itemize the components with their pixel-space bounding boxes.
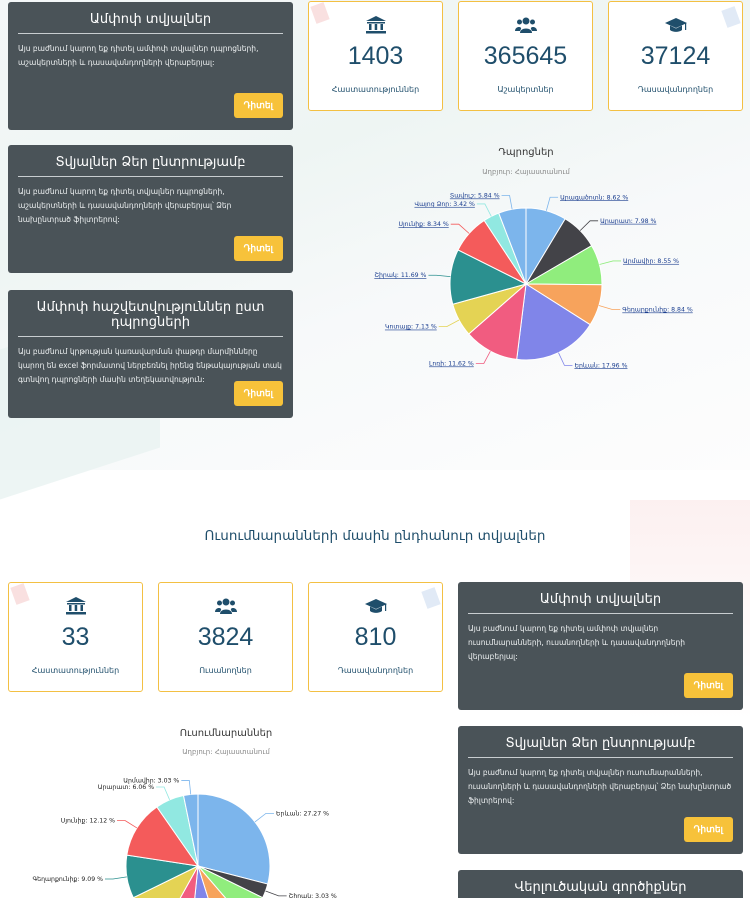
card-title: Տվյալներ Ձեր ընտրությամբ: [468, 726, 733, 758]
chart-title: Դպրոցներ: [498, 147, 554, 158]
chart-subtitle: Աղբյուր: Հայաստանում: [182, 748, 270, 756]
pie-slice[interactable]: [516, 283, 591, 361]
pie-connector: [181, 780, 192, 795]
pie-data-label: Երևան: 17.96 %: [574, 362, 627, 369]
pie-data-label: Արարատ: 6.06 %: [98, 784, 154, 791]
pie-data-label: Սյունիք: 12.12 %: [61, 818, 115, 825]
stat-value: 1403: [347, 42, 404, 70]
pie-slice[interactable]: [163, 865, 199, 898]
stat-label: Դասավանդողներ: [637, 85, 714, 94]
chart-title: Ուսումնարաններ: [179, 728, 273, 739]
section-title: Ուսումնարանների մասին ընդհանուր տվյալներ: [204, 528, 546, 544]
view-button[interactable]: Դիտել: [683, 817, 733, 842]
pie-slice[interactable]: [498, 207, 527, 285]
card-title: Վերլուծական գործիքներ: [468, 870, 733, 898]
pie-data-label: Վայոց Ձոր: 3.42 %: [414, 201, 475, 208]
view-button[interactable]: Դիտել: [233, 381, 283, 406]
stat-label: Ուսանողներ: [199, 666, 252, 675]
pie-data-label: Արմավիր: 8.55 %: [623, 258, 679, 265]
stat-value: 810: [354, 623, 397, 651]
pie-slice[interactable]: [182, 793, 199, 867]
institution-icon: [309, 16, 442, 36]
reports-card: Ամփոփ հաշվետվություններ ըստ դպրոցների Այ…: [8, 290, 293, 418]
card-title: Ամփոփ տվյալներ: [18, 2, 283, 34]
stat-value: 3824: [197, 623, 254, 651]
pie-data-label: Շիրակ: 11.69 %: [374, 272, 426, 279]
custom-data-card: Տվյալներ Ձեր ընտրությամբ Այս բաժնում կար…: [8, 145, 293, 273]
stat-value: 365645: [483, 42, 568, 70]
pie-slice[interactable]: [197, 865, 245, 898]
graduation-cap-icon: [309, 597, 442, 617]
pie-connector: [254, 812, 275, 823]
pie-slice[interactable]: [191, 865, 220, 898]
pie-connector: [558, 352, 573, 366]
pie-data-label: Արմավիր: 3.03 %: [123, 777, 179, 784]
card-text: Այս բաժնում կարող եք դիտել տվյալներ ուսո…: [468, 768, 732, 805]
pie-chart-schools: Արագածոտն: 8.62 % Արարատ: 7.98 % Արմավիր: …: [374, 193, 693, 370]
pie-data-label: Լոռի: 11.62 %: [429, 360, 474, 367]
custom-data-card: Տվյալներ Ձեր ընտրությամբ Այս բաժնում կար…: [458, 726, 743, 854]
pie-connector: [598, 305, 621, 310]
pie-slice[interactable]: [126, 806, 200, 867]
stat-students: 365645 Աշակերտներ: [458, 1, 593, 111]
users-icon: [459, 16, 592, 36]
pie-connector: [475, 350, 491, 364]
graduation-cap-icon: [609, 16, 742, 36]
pie-data-label: Շիրակ: 3.03 %: [289, 893, 337, 898]
pie-slice[interactable]: [197, 793, 271, 885]
card-title: Ամփոփ հաշվետվություններ ըստ դպրոցների: [18, 290, 283, 337]
summary-card: Ամփոփ տվյալներ Այս բաժնում կարող եք դիտե…: [8, 2, 293, 130]
stat-label: Աշակերտներ: [497, 85, 554, 94]
stat-value: 33: [61, 623, 90, 651]
card-text: Այս բաժնում կարող եք դիտել ամփոփ տվյալնե…: [18, 44, 259, 67]
pie-connector: [156, 786, 170, 800]
pie-data-label: Արարատ: 7.98 %: [600, 218, 656, 225]
view-button[interactable]: Դիտել: [683, 673, 733, 698]
stat-institutions: 1403 Հաստատություններ: [308, 1, 443, 111]
stat-institutions: 33 Հաստատություններ: [8, 582, 143, 692]
pie-connector: [104, 876, 127, 880]
summary-card: Ամփոփ տվյալներ Այս բաժնում կարող եք դիտե…: [458, 582, 743, 710]
stat-label: Հաստատություններ: [31, 666, 120, 675]
card-text: Այս բաժնում կրթության կառավարման փաթդր մ…: [18, 347, 282, 384]
card-text: Այս բաժնում կարող եք դիտել ամփոփ տվյալնե…: [468, 624, 686, 661]
view-button[interactable]: Դիտել: [233, 93, 283, 118]
pie-connector: [450, 223, 470, 234]
pie-data-label: Սյունիք: 8.34 %: [398, 221, 448, 228]
pie-connector: [428, 274, 451, 277]
stat-teachers: 37124 Դասավանդողներ: [608, 1, 743, 111]
card-title: Տվյալներ Ձեր ընտրությամբ: [18, 145, 283, 177]
card-text: Այս բաժնում կարող եք դիտել տվյալներ դպրո…: [18, 187, 232, 224]
stat-label: Հաստատություններ: [331, 85, 420, 94]
pie-chart-colleges: Երևան: 27.27 % Շիրակ: 3.03 % Գեղարքունիք: …: [33, 777, 337, 898]
stat-value: 37124: [640, 42, 711, 70]
pie-connector: [117, 820, 138, 829]
pie-data-label: Տավուշ: 5.84 %: [450, 193, 500, 200]
stat-students: 3824 Ուսանողներ: [158, 582, 293, 692]
pie-data-label: Գեղարքունիք: 8.84 %: [622, 307, 693, 314]
pie-data-label: Երևան: 27.27 %: [276, 810, 329, 817]
pie-connector: [579, 220, 599, 231]
analytics-card: Վերլուծական գործիքներ: [458, 870, 743, 898]
pie-data-label: Արագածոտն: 8.62 %: [560, 194, 628, 201]
card-title: Ամփոփ տվյալներ: [468, 582, 733, 614]
pie-connector: [501, 195, 513, 210]
view-button[interactable]: Դիտել: [233, 236, 283, 261]
institution-icon: [9, 597, 142, 617]
pie-connector: [599, 260, 621, 265]
stat-teachers: 810 Դասավանդողներ: [308, 582, 443, 692]
pie-connector: [438, 319, 460, 328]
pie-connector: [476, 203, 492, 217]
stat-label: Դասավանդողներ: [337, 666, 414, 675]
users-icon: [159, 597, 292, 617]
chart-subtitle: Աղբյուր: Հայաստանում: [482, 168, 570, 176]
pie-data-label: Կոտայք: 7.13 %: [385, 324, 437, 331]
pie-data-label: Գեղարքունիք: 9.09 %: [33, 876, 104, 883]
pie-connector: [545, 196, 559, 211]
pie-connector: [265, 890, 287, 897]
